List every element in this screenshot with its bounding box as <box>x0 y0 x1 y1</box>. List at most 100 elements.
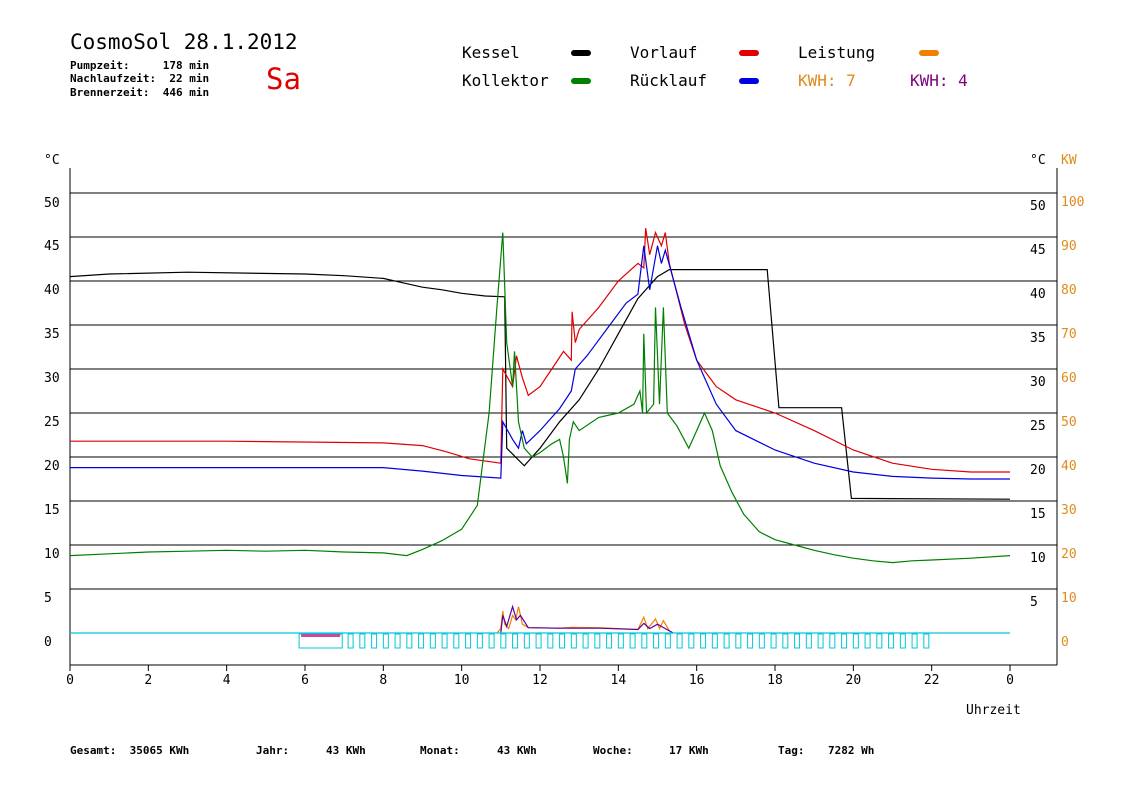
pump-cycle <box>500 633 507 649</box>
pump-cycle <box>923 633 930 649</box>
y-tick-right-20: 20 <box>1030 463 1046 478</box>
x-tick-7: 14 <box>611 673 627 688</box>
pump-cycle <box>617 633 624 649</box>
x-tick-9: 18 <box>767 673 783 688</box>
pump-cycle <box>570 633 577 649</box>
pump-cycle <box>805 633 812 649</box>
footer-week-value: 17 KWh <box>669 744 709 757</box>
chart-series <box>69 228 1011 634</box>
y2-tick-100: 100 <box>1061 195 1084 210</box>
pump-cycle <box>371 633 378 649</box>
y-tick-right-5: 5 <box>1030 595 1038 610</box>
pump-cycle <box>911 633 918 649</box>
x-tick-5: 10 <box>454 673 470 688</box>
legend-leistung-label: Leistung <box>798 43 876 62</box>
pump-cycle <box>382 633 389 649</box>
pump-cycle <box>676 633 683 649</box>
pump-cycle <box>723 633 730 649</box>
y-tick-right-25: 25 <box>1030 419 1046 434</box>
footer-year-value: 43 KWh <box>326 744 366 757</box>
y-tick-right-15: 15 <box>1030 507 1046 522</box>
chart-grid <box>70 192 1057 590</box>
y2-tick-20: 20 <box>1061 547 1077 562</box>
pump-cycle <box>559 633 566 649</box>
x-tick-4: 8 <box>379 673 387 688</box>
y-axis-unit-left: °C <box>44 153 60 168</box>
pump-cycle <box>523 633 530 649</box>
pump-cycle <box>758 633 765 649</box>
x-tick-11: 22 <box>924 673 940 688</box>
footer-year-label: Jahr: <box>256 744 290 757</box>
y-tick-left-10: 10 <box>44 547 60 562</box>
y2-tick-80: 80 <box>1061 283 1077 298</box>
pump-cycle <box>582 633 589 649</box>
pump-cycle <box>429 633 436 649</box>
pump-cycle <box>547 633 554 649</box>
pump-cycle <box>476 633 483 649</box>
pump-cycle <box>899 633 906 649</box>
legend-kollektor-swatch <box>571 78 591 84</box>
pump-cycle <box>782 633 789 649</box>
pump-cycle <box>747 633 754 649</box>
pump-cycle <box>841 633 848 649</box>
footer-week-label: Woche: <box>593 744 633 757</box>
y-axis-unit-right: °C <box>1030 153 1046 168</box>
legend-vorlauf-label: Vorlauf <box>630 43 698 62</box>
y-tick-left-20: 20 <box>44 459 60 474</box>
y-tick-left-35: 35 <box>44 327 60 342</box>
pump-cycle <box>876 633 883 649</box>
y2-tick-60: 60 <box>1061 371 1077 386</box>
legend-ruecklauf-swatch <box>739 78 759 84</box>
pump-cycle <box>512 633 519 649</box>
pump-cycle <box>629 633 636 649</box>
pump-cycle <box>418 633 425 649</box>
y-tick-right-35: 35 <box>1030 331 1046 346</box>
footer-total: Gesamt: 35065 KWh <box>70 744 190 757</box>
legend-ruecklauf-label: Rücklauf <box>630 71 708 90</box>
pump-cycle <box>594 633 601 649</box>
x-tick-2: 4 <box>223 673 231 688</box>
pump-cycle <box>653 633 660 649</box>
y-tick-left-0: 0 <box>44 635 52 650</box>
pump-cycle <box>664 633 671 649</box>
after-run-time: Nachlaufzeit: 22 min <box>70 72 210 85</box>
y-tick-right-40: 40 <box>1030 287 1046 302</box>
legend-vorlauf-swatch <box>739 50 759 56</box>
x-tick-10: 20 <box>846 673 862 688</box>
pump-cycle <box>535 633 542 649</box>
y2-tick-70: 70 <box>1061 327 1077 342</box>
x-tick-1: 2 <box>144 673 152 688</box>
y2-tick-10: 10 <box>1061 591 1077 606</box>
pump-cycle <box>641 633 648 649</box>
x-tick-6: 12 <box>532 673 548 688</box>
y-tick-right-10: 10 <box>1030 551 1046 566</box>
pump-cycle <box>441 633 448 649</box>
series-line-rcklauf <box>70 245 1010 480</box>
y2-tick-30: 30 <box>1061 503 1077 518</box>
y-tick-left-45: 45 <box>44 239 60 254</box>
pump-indicator <box>298 633 930 649</box>
y-tick-left-30: 30 <box>44 371 60 386</box>
pump-cycle <box>888 633 895 649</box>
pump-cycle <box>864 633 871 649</box>
pump-cycle <box>688 633 695 649</box>
pump-cycle <box>453 633 460 649</box>
legend-kessel-label: Kessel <box>462 43 520 62</box>
pump-cycle <box>606 633 613 649</box>
pump-cycle <box>770 633 777 649</box>
legend-kollektor-label: Kollektor <box>462 71 549 90</box>
footer-month-label: Monat: <box>420 744 460 757</box>
x-tick-0: 0 <box>66 673 74 688</box>
pump-cycle <box>700 633 707 649</box>
y-tick-left-25: 25 <box>44 415 60 430</box>
pump-block-marker <box>301 634 341 637</box>
x-axis-label: Uhrzeit <box>966 703 1021 718</box>
series-line-unnamed-5 <box>500 604 674 634</box>
pump-cycle <box>852 633 859 649</box>
y2-tick-50: 50 <box>1061 415 1077 430</box>
footer-day-label: Tag: <box>778 744 805 757</box>
pump-cycle <box>817 633 824 649</box>
x-tick-3: 6 <box>301 673 309 688</box>
series-line-kessel <box>69 269 1011 500</box>
y2-axis-unit: KW <box>1061 153 1077 168</box>
